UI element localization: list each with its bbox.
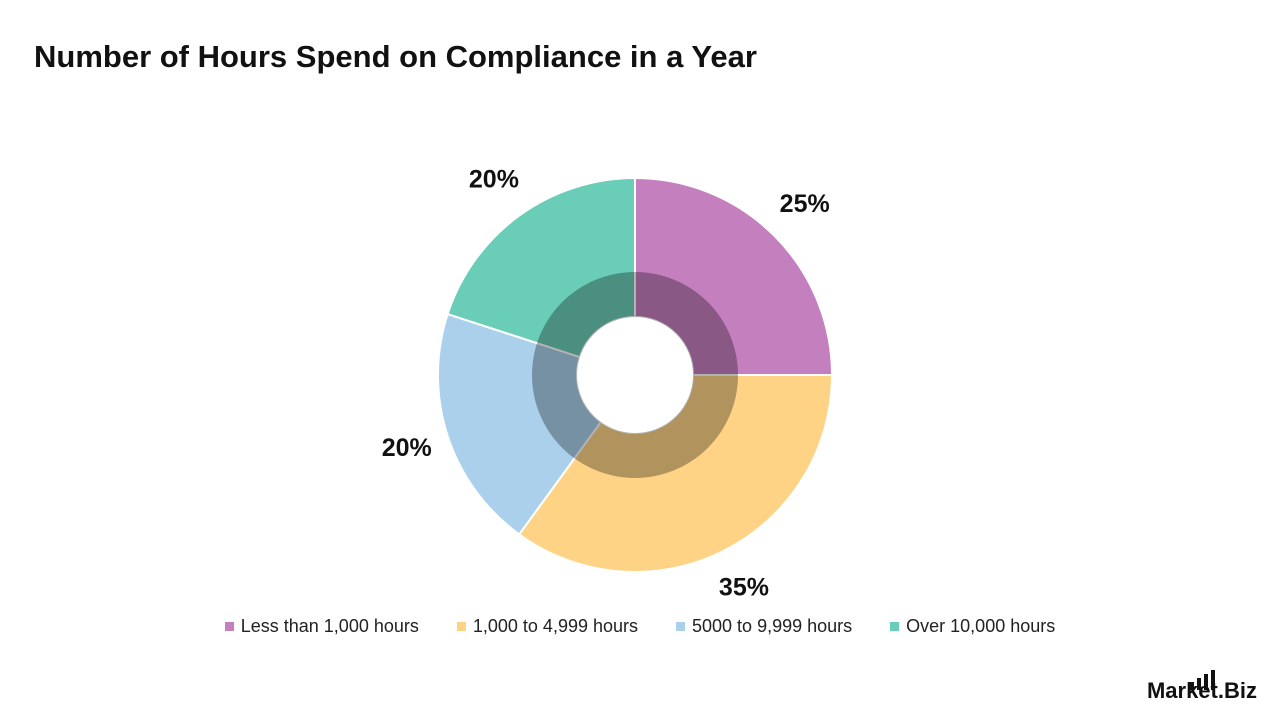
legend-item: Over 10,000 hours: [890, 616, 1055, 637]
slice: [517, 374, 834, 573]
data-label: 35%: [719, 573, 769, 601]
legend-swatch: [456, 622, 466, 631]
legend-item: Less than 1,000 hours: [224, 616, 419, 637]
legend-label: 1,000 to 4,999 hours: [472, 616, 639, 636]
legend-label: Less than 1,000 hours: [240, 616, 419, 636]
slice: [634, 176, 834, 376]
legend-swatch: [890, 622, 900, 631]
legend-swatch: [224, 622, 234, 631]
data-label: 25%: [780, 190, 830, 218]
slice: [446, 176, 636, 359]
legend-item: 1,000 to 4,999 hours: [456, 616, 639, 637]
data-label: 20%: [469, 165, 519, 193]
logo: Market.Biz: [1147, 678, 1257, 703]
logo-icon: [1190, 670, 1215, 690]
legend-item: 5000 to 9,999 hours: [676, 616, 852, 637]
slice: [437, 312, 603, 536]
chart-title: Number of Hours Spend on Compliance in a…: [34, 39, 757, 74]
legend-label: Over 10,000 hours: [906, 616, 1056, 636]
legend-label: 5000 to 9,999 hours: [692, 616, 853, 636]
data-label: 20%: [382, 434, 432, 462]
legend-swatch: [676, 622, 686, 631]
legend: Less than 1,000 hours 1,000 to 4,999 hour…: [0, 616, 1280, 637]
inner-ring: [531, 272, 739, 478]
